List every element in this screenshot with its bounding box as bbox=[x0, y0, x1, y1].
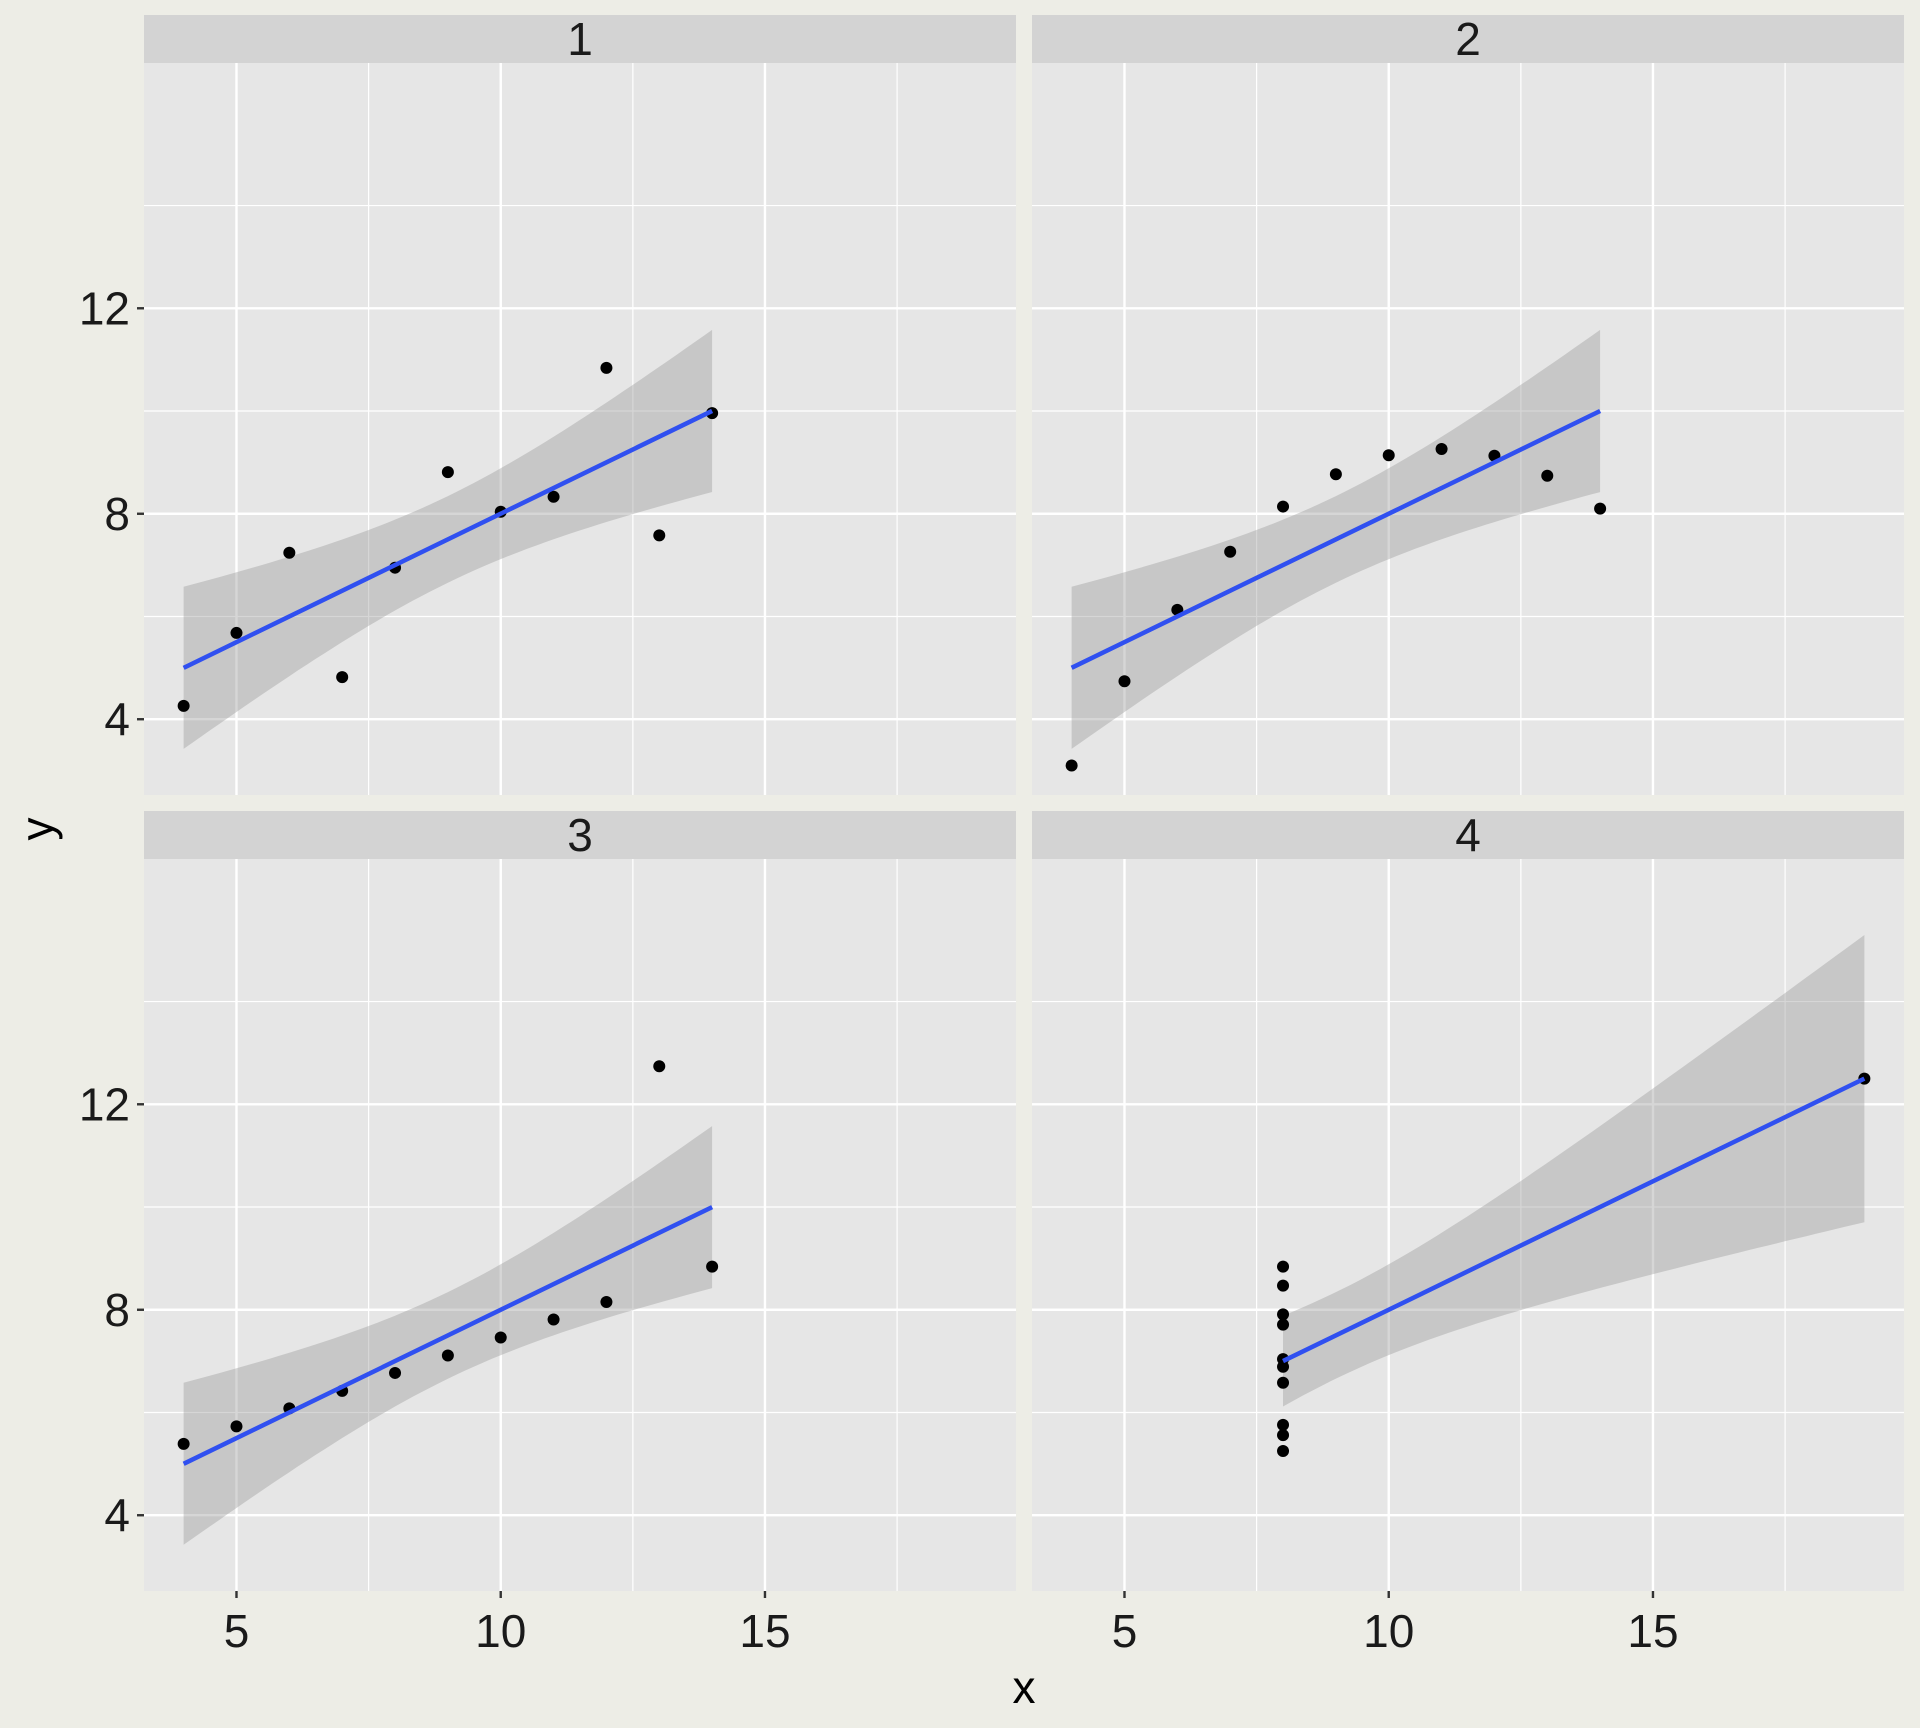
data-point bbox=[494, 1331, 507, 1344]
y-tick-label: 4 bbox=[104, 1489, 130, 1541]
x-tick-label: 10 bbox=[475, 1605, 526, 1657]
regression-line bbox=[182, 408, 714, 670]
data-point bbox=[336, 671, 349, 684]
data-point bbox=[177, 699, 190, 712]
x-tick-label: 5 bbox=[1112, 1605, 1138, 1657]
data-point bbox=[1277, 1279, 1290, 1292]
panel-background bbox=[1032, 859, 1904, 1591]
facet-strip bbox=[144, 15, 1016, 63]
facet-strip-label: 1 bbox=[567, 13, 593, 65]
panel-background bbox=[1032, 63, 1904, 795]
data-point bbox=[1541, 469, 1554, 482]
data-point bbox=[1277, 1260, 1290, 1273]
data-point bbox=[600, 361, 613, 374]
data-point bbox=[1277, 1308, 1290, 1321]
x-tick-label: 10 bbox=[1363, 1605, 1414, 1657]
data-point bbox=[1224, 545, 1237, 558]
data-point bbox=[547, 1313, 560, 1326]
y-tick-label: 8 bbox=[104, 1284, 130, 1336]
facet-strip bbox=[144, 811, 1016, 859]
data-point bbox=[1277, 1418, 1290, 1431]
data-point bbox=[230, 626, 243, 639]
facet-strip-label: 2 bbox=[1455, 13, 1481, 65]
panel-background bbox=[144, 63, 1016, 795]
data-point bbox=[1118, 675, 1131, 688]
data-point bbox=[1277, 1376, 1290, 1389]
regression-line bbox=[1282, 1076, 1866, 1364]
facet-strip-label: 4 bbox=[1455, 809, 1481, 861]
facet-panel-4: 4 bbox=[1032, 809, 1904, 1591]
data-point bbox=[706, 1260, 719, 1273]
data-point bbox=[283, 546, 296, 559]
data-point bbox=[230, 1420, 243, 1433]
y-tick-label: 8 bbox=[104, 488, 130, 540]
y-axis-title: y bbox=[11, 818, 63, 841]
data-point bbox=[1594, 502, 1607, 515]
data-point bbox=[1435, 443, 1448, 456]
data-point bbox=[1277, 500, 1290, 513]
y-tick-label: 12 bbox=[79, 282, 130, 334]
axes: 4 8 12 4 8 12 5 10 15 5 10 15 bbox=[79, 282, 1679, 1657]
x-tick-label: 5 bbox=[224, 1605, 250, 1657]
data-point bbox=[1277, 1429, 1290, 1442]
data-point bbox=[600, 1296, 613, 1309]
data-point bbox=[1329, 468, 1342, 481]
facet-panels: 1 2 3 4 bbox=[144, 13, 1904, 1591]
x-tick-label: 15 bbox=[739, 1605, 790, 1657]
data-point bbox=[1065, 759, 1078, 772]
regression-line bbox=[1070, 408, 1602, 670]
data-point bbox=[653, 1060, 666, 1073]
panel-background bbox=[144, 859, 1016, 1591]
regression-line bbox=[182, 1205, 714, 1466]
data-point bbox=[441, 466, 454, 479]
data-point bbox=[389, 1366, 402, 1379]
facet-panel-1: 1 bbox=[144, 13, 1016, 795]
y-tick-label: 4 bbox=[104, 693, 130, 745]
facet-panel-3: 3 bbox=[144, 809, 1016, 1591]
facet-panel-2: 2 bbox=[1032, 13, 1904, 795]
x-axis-title: x bbox=[1013, 1661, 1036, 1713]
data-point bbox=[1277, 1360, 1290, 1373]
facet-strip bbox=[1032, 811, 1904, 859]
y-tick-label: 12 bbox=[79, 1078, 130, 1130]
data-point bbox=[1277, 1445, 1290, 1458]
data-point bbox=[1277, 1318, 1290, 1331]
data-point bbox=[441, 1349, 454, 1362]
x-tick-label: 15 bbox=[1627, 1605, 1678, 1657]
facet-strip bbox=[1032, 15, 1904, 63]
data-point bbox=[653, 529, 666, 542]
data-point bbox=[547, 490, 560, 503]
data-point bbox=[177, 1437, 190, 1450]
facet-strip-label: 3 bbox=[567, 809, 593, 861]
data-point bbox=[1382, 449, 1395, 462]
